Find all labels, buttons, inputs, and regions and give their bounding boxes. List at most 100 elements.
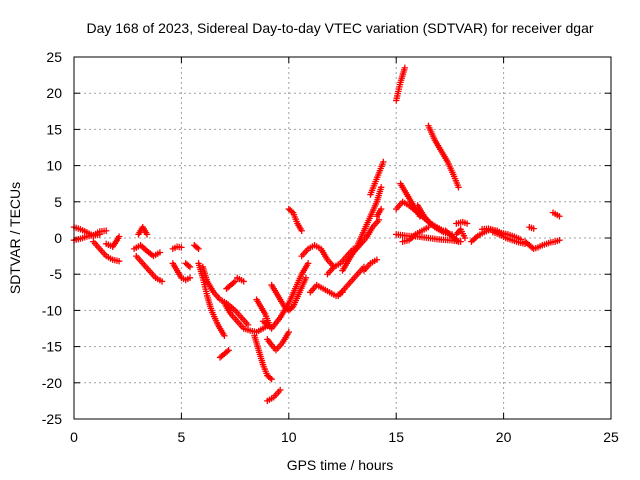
- y-tick-label: -20: [42, 375, 62, 391]
- series-arc-h: [169, 243, 185, 253]
- series-arc-y: [298, 242, 338, 271]
- data-point: [556, 236, 563, 244]
- series-arc-e: [135, 223, 151, 238]
- series-arc-ai: [393, 64, 408, 104]
- data-point: [231, 278, 239, 285]
- y-tick-label: 15: [46, 121, 62, 137]
- x-tick-label: 20: [496, 429, 512, 445]
- data-point: [425, 223, 432, 231]
- y-axis-label: SDTVAR / TECUs: [7, 182, 23, 294]
- data-point: [304, 260, 312, 267]
- chart-title: Day 168 of 2023, Sidereal Day-to-day VTE…: [86, 20, 593, 36]
- data-point: [463, 220, 471, 227]
- data-point: [377, 205, 385, 213]
- series-arc-ag: [360, 256, 381, 274]
- series-arc-af: [367, 158, 387, 198]
- data-point: [195, 245, 202, 253]
- data-point: [302, 274, 310, 282]
- data-point: [230, 279, 237, 286]
- data-point: [285, 328, 292, 336]
- series-arc-aq: [453, 218, 471, 227]
- data-point: [115, 257, 123, 265]
- y-tick-label: -10: [42, 302, 62, 318]
- data-point: [185, 262, 192, 269]
- x-tick-label: 10: [281, 429, 297, 445]
- series-arc-o: [221, 299, 273, 336]
- data-point: [240, 278, 247, 285]
- series-arc-i: [169, 260, 194, 284]
- series-arc-ac: [335, 263, 368, 300]
- series-arc-t: [264, 386, 284, 405]
- data-point: [453, 237, 461, 244]
- data-point: [178, 244, 185, 251]
- series-arc-j: [182, 260, 194, 271]
- data-point: [266, 374, 274, 382]
- series-arc-ar: [453, 226, 469, 242]
- series-arc-w: [264, 328, 292, 354]
- x-tick-label: 15: [388, 429, 404, 445]
- data-point: [143, 231, 151, 238]
- series-arc-d: [103, 233, 123, 250]
- series-arc-ao: [425, 122, 462, 191]
- plot-frame: [73, 56, 612, 420]
- data-point: [224, 348, 231, 355]
- data-point: [268, 375, 275, 383]
- data-point: [115, 233, 123, 240]
- data-points: [70, 64, 563, 405]
- series-arc-am: [399, 223, 432, 245]
- data-point: [156, 249, 164, 256]
- data-point: [375, 216, 383, 224]
- series-arc-x: [285, 205, 305, 234]
- y-tick-label: -5: [50, 266, 63, 282]
- data-point: [380, 158, 387, 166]
- data-point: [186, 274, 194, 282]
- data-point: [455, 184, 462, 191]
- data-point: [186, 263, 194, 271]
- series-arc-n: [223, 278, 239, 292]
- data-point: [225, 347, 232, 354]
- series-arc-ae: [354, 184, 385, 249]
- y-tick-label: -15: [42, 339, 62, 355]
- series-arc-aw: [526, 223, 537, 232]
- y-tick-label: 25: [46, 49, 62, 65]
- series-arc-ap: [442, 227, 462, 245]
- series-arc-v: [259, 260, 312, 332]
- data-point: [193, 244, 201, 251]
- series-arc-av: [521, 236, 563, 253]
- y-tick-label: 0: [54, 230, 62, 246]
- series-arc-ah: [373, 205, 385, 220]
- data-point: [455, 238, 462, 245]
- series-arc-g: [133, 252, 166, 285]
- data-point: [277, 386, 284, 394]
- data-point: [401, 64, 408, 72]
- series-arc-q: [234, 274, 247, 285]
- data-point: [298, 227, 305, 234]
- data-point: [288, 304, 295, 312]
- series-arc-an: [414, 202, 454, 238]
- y-tick-label: 10: [46, 158, 62, 174]
- series-arc-u: [268, 274, 310, 314]
- data-point: [377, 184, 385, 191]
- series-arc-ax: [549, 209, 563, 220]
- x-axis-label: GPS time / hours: [287, 457, 394, 473]
- series-arc-c: [90, 238, 123, 265]
- x-tick-label: 25: [603, 429, 619, 445]
- data-point: [556, 213, 563, 220]
- series-arc-f: [130, 242, 164, 260]
- data-point: [103, 227, 110, 234]
- axis-ticks: 0 5 10 15 20 25 -25 -20 -15 -10 -5 0 5 10 15 20 25: [42, 49, 619, 445]
- data-point: [373, 256, 381, 263]
- data-point: [530, 225, 537, 232]
- data-point: [158, 278, 166, 285]
- y-tick-label: 5: [54, 194, 62, 210]
- x-tick-label: 0: [70, 429, 78, 445]
- series-arc-p: [216, 347, 232, 361]
- x-tick-label: 5: [178, 429, 186, 445]
- series-arc-au: [489, 229, 529, 247]
- data-point: [288, 208, 295, 215]
- data-point: [221, 332, 228, 339]
- y-tick-label: -25: [42, 411, 62, 427]
- series-arc-k: [191, 242, 202, 253]
